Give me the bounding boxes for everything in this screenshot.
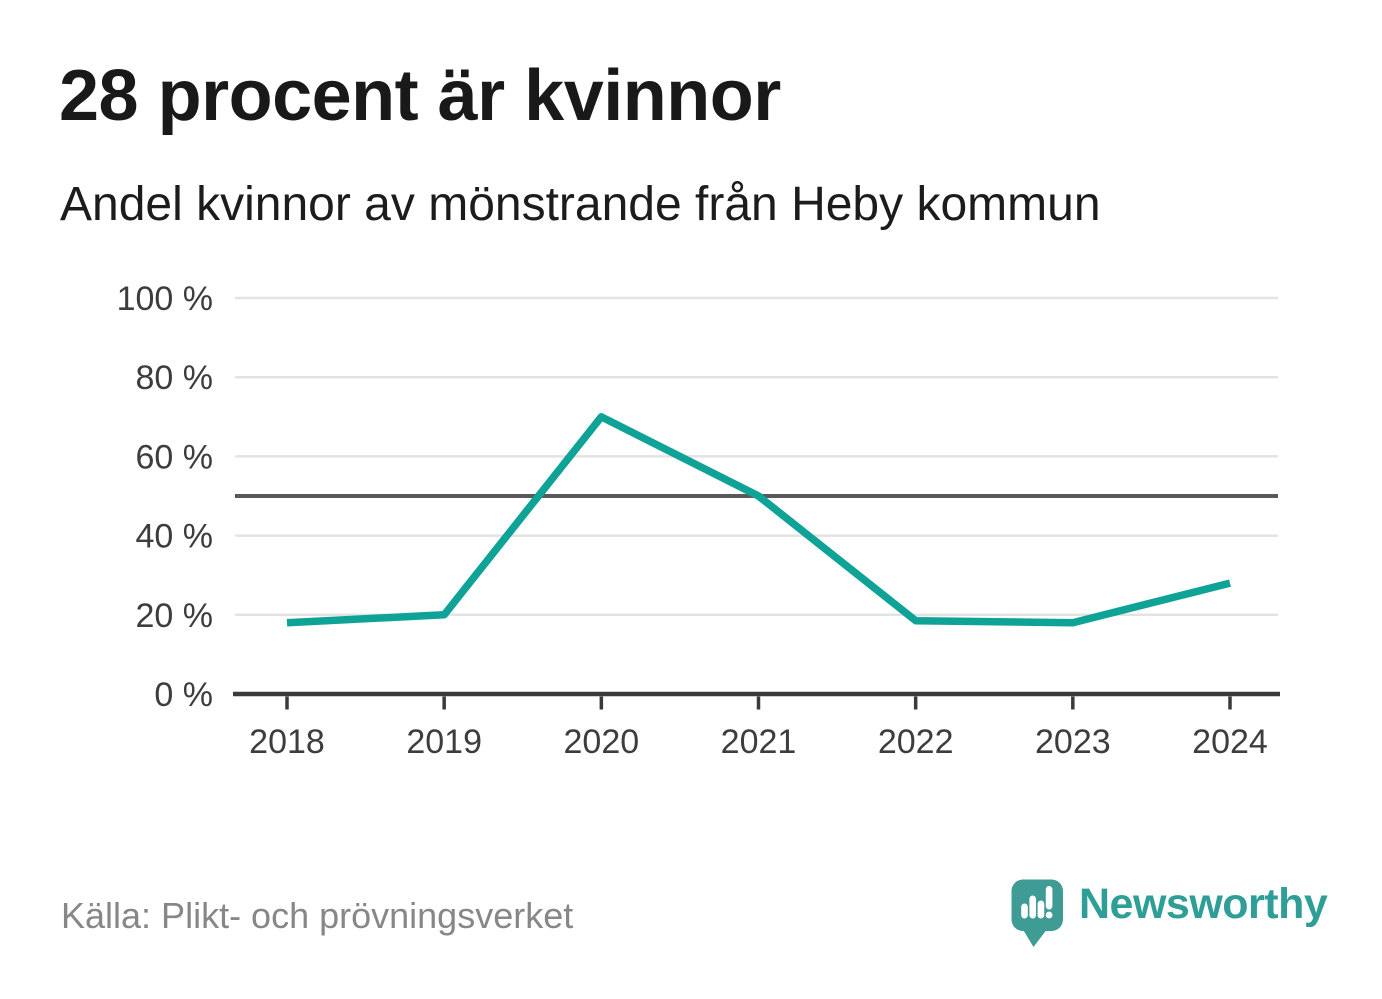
x-axis-tick-label: 2024 — [1192, 723, 1268, 761]
y-axis-tick-label: 0 % — [154, 676, 213, 714]
newsworthy-logo-icon — [1011, 879, 1063, 947]
source-note: Källa: Plikt- och prövningsverket — [61, 895, 574, 936]
x-axis-tick-label: 2023 — [1035, 723, 1111, 761]
x-axis-tick-label: 2018 — [249, 723, 325, 761]
y-axis-tick-label: 100 % — [117, 280, 213, 318]
y-axis-tick-label: 60 % — [136, 438, 214, 476]
logo-bubble-tail — [1022, 928, 1048, 947]
data-line — [286, 413, 1231, 627]
y-axis-tick-label: 80 % — [136, 359, 214, 397]
logo-exclamation-icon — [1045, 886, 1053, 910]
chart-title: 28 procent är kvinnor — [59, 56, 781, 136]
logo-bubble — [1011, 879, 1063, 931]
logo-bar-chart-icon — [1029, 895, 1036, 919]
chart-subtitle: Andel kvinnor av mönstrande från Heby ko… — [60, 178, 1101, 231]
y-axis-tick-label: 20 % — [136, 597, 214, 635]
brand-name: Newsworthy — [1079, 880, 1328, 928]
x-axis-tick-label: 2019 — [406, 723, 482, 761]
x-axis-tick-label: 2020 — [564, 723, 640, 761]
logo-bar-chart-icon — [1021, 903, 1028, 919]
x-axis-tick-label: 2021 — [721, 723, 797, 761]
y-axis-tick-label: 40 % — [136, 518, 214, 556]
x-axis-tick-label: 2022 — [878, 723, 954, 761]
newsworthy-logo: Newsworthy — [1011, 879, 1328, 948]
logo-exclamation-icon — [1045, 911, 1053, 919]
logo-bar-chart-icon — [1037, 900, 1045, 919]
